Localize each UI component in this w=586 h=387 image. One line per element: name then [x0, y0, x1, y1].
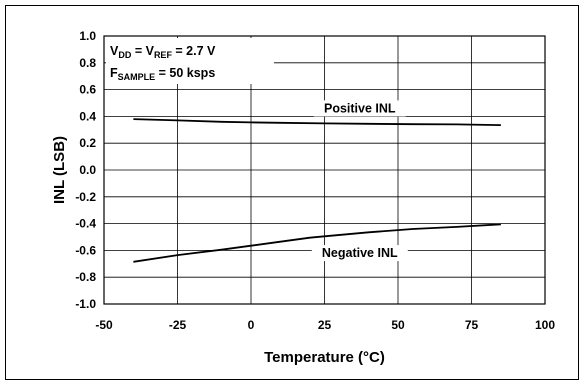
y-tick-label: -0.8 — [75, 270, 96, 284]
y-tick-label: 0.6 — [79, 83, 96, 97]
y-tick-label: -0.6 — [75, 243, 96, 257]
y-tick-label: -1.0 — [75, 297, 96, 311]
y-tick-label: 0.4 — [79, 109, 96, 123]
x-tick-label: -50 — [95, 318, 113, 332]
y-axis-title: INL (LSB) — [51, 136, 68, 204]
plot-area-border — [103, 35, 546, 305]
chart-frame — [5, 5, 579, 380]
negative-inl-line — [133, 223, 501, 263]
y-tick-label: 0.2 — [79, 136, 96, 150]
positive-inl-line — [133, 118, 501, 126]
x-tick-labels: -50 -25 0 25 50 75 100 — [95, 318, 555, 332]
x-tick-label: 0 — [248, 318, 255, 332]
y-tick-labels: 1.0 0.8 0.6 0.4 0.2 0.0 -0.2 -0.4 -0.6 -0.8 -1.0 — [75, 29, 96, 311]
x-tick-label: 25 — [318, 318, 332, 332]
x-tick-label: 75 — [465, 318, 479, 332]
positive-inl-label-background — [313, 100, 406, 117]
annotation-vdd-vref: VDD = VREF = 2.7 V — [110, 44, 216, 60]
y-tick-label: -0.4 — [75, 217, 96, 231]
x-tick-label: 50 — [391, 318, 405, 332]
series-layer — [133, 118, 501, 263]
y-tick-label: 0.8 — [79, 56, 96, 70]
negative-inl-label-background — [311, 245, 408, 262]
x-axis-title: Temperature (°C) — [264, 349, 385, 366]
x-tick-label: -25 — [169, 318, 187, 332]
y-tick-label: -0.2 — [75, 190, 96, 204]
y-tick-label: 0.0 — [79, 163, 96, 177]
negative-inl-label: Negative INL — [322, 246, 398, 260]
y-tick-label: 1.0 — [79, 29, 96, 43]
annotation-fsample: FSAMPLE = 50 ksps — [110, 66, 215, 82]
annotation-background — [106, 38, 274, 84]
positive-inl-label: Positive INL — [324, 101, 396, 115]
x-tick-label: 100 — [535, 318, 555, 332]
